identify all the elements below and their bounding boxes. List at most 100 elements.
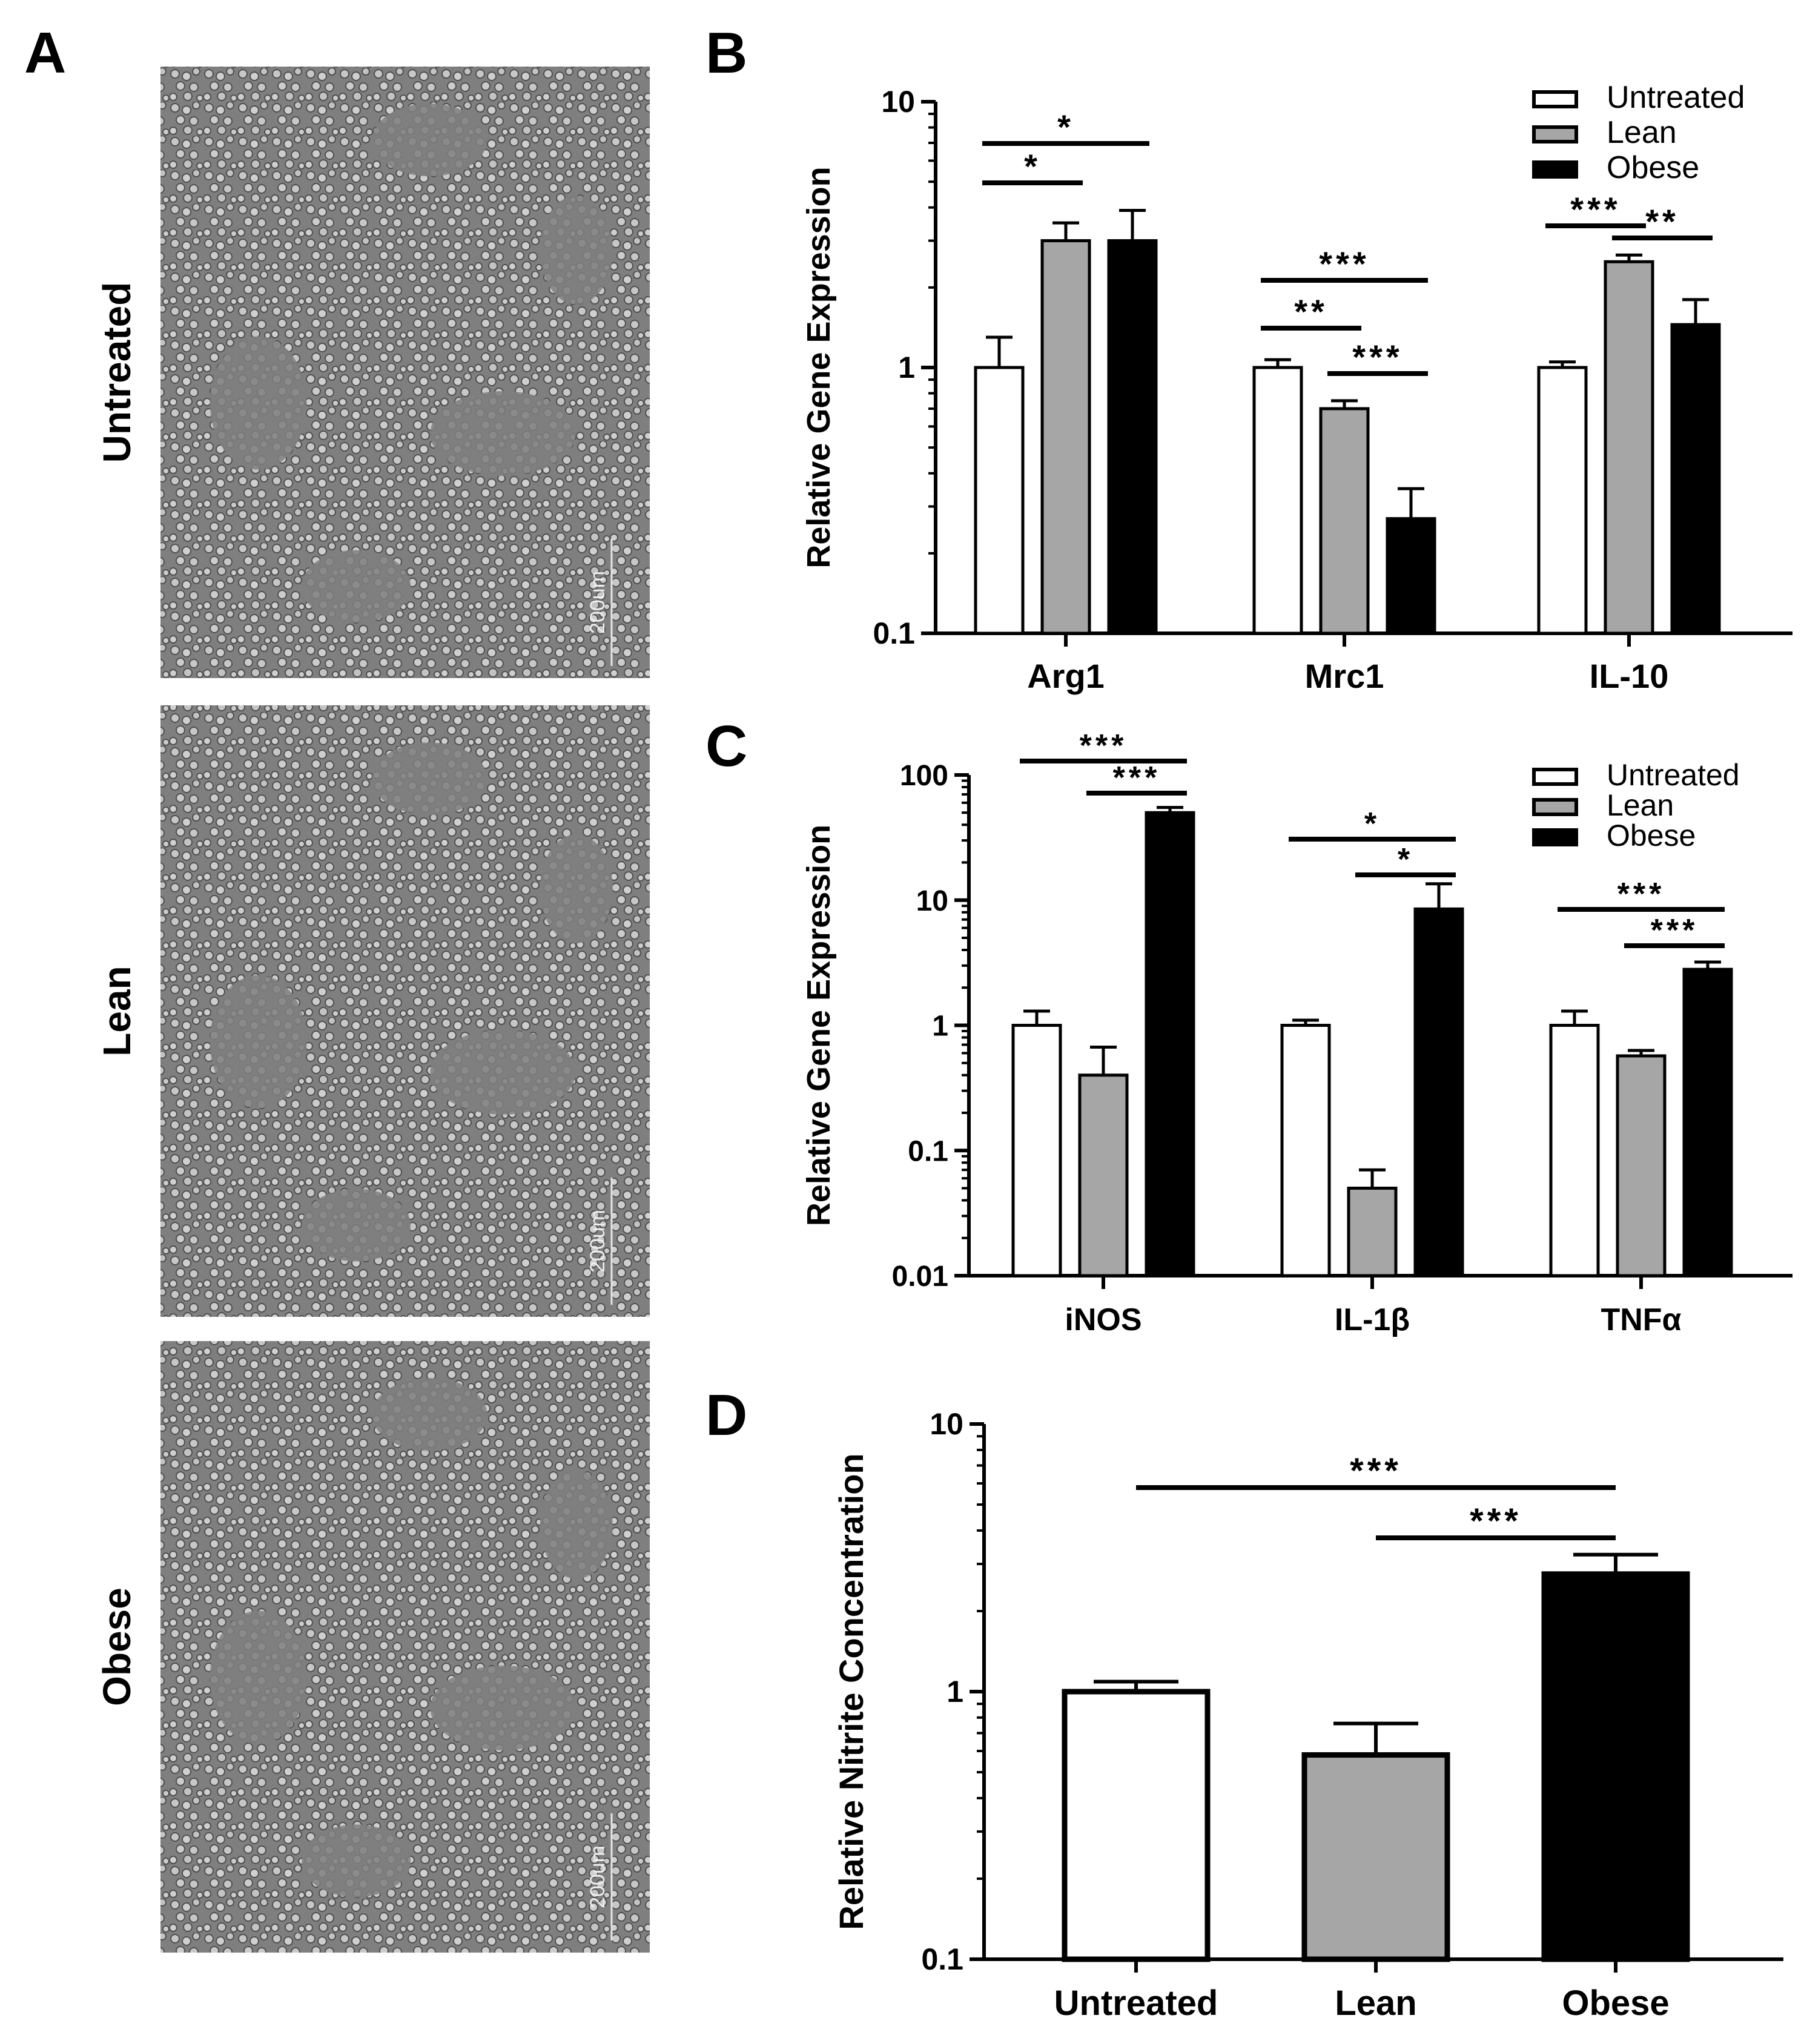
scale-bar-label: 200um: [586, 571, 609, 634]
significance-label: *: [1024, 147, 1041, 185]
significance-label: ***: [1651, 913, 1699, 948]
bar-lean: [1078, 1073, 1129, 1278]
legend-label: Untreated: [1607, 80, 1745, 115]
bar-lean: [1040, 239, 1091, 635]
significance-label: *: [1364, 806, 1380, 842]
bar-obese: [1386, 517, 1436, 635]
bar-obese: [1145, 811, 1195, 1278]
gene-expression-chart-c: 0.01 0.1 1 10 100 Relative Gene Expression iNO…: [801, 728, 1792, 1337]
micrograph-row-label: Lean: [95, 966, 139, 1056]
significance-label: **: [1645, 202, 1679, 240]
micrograph-empty-patch: [302, 550, 411, 623]
bar-untreated: [1549, 1024, 1600, 1278]
bar-lean: [1301, 1752, 1450, 1962]
bar-untreated: [1280, 1024, 1331, 1278]
micrograph-empty-patch: [540, 196, 613, 305]
legend-swatch-untreated: [1532, 768, 1578, 786]
bar-obese: [1670, 323, 1721, 635]
panel-label-b: B: [705, 21, 747, 85]
bar-untreated: [1537, 366, 1588, 635]
micrograph-empty-patch: [372, 104, 487, 177]
bar-lean: [1347, 1186, 1398, 1278]
micrograph-empty-patch: [372, 1378, 487, 1451]
scale-bar-label: 200um: [586, 1845, 609, 1908]
micrograph-panel: 200um Untreated 200um Lean 200um Obese: [95, 67, 650, 1953]
y-tick-label: 1: [898, 351, 915, 384]
significance-label: ***: [1350, 1451, 1402, 1491]
micrograph-empty-patch: [372, 742, 487, 816]
y-tick-label: 0.1: [921, 1942, 963, 1976]
micrograph-empty-patch: [430, 391, 576, 476]
y-axis-label: Relative Gene Expression: [801, 825, 837, 1226]
legend-label: Untreated: [1607, 758, 1740, 792]
x-tick-label: Untreated: [1054, 1983, 1218, 2023]
bar-untreated: [1011, 1024, 1062, 1278]
micrograph-empty-patch: [302, 1824, 411, 1897]
y-tick-label: 0.01: [892, 1261, 948, 1293]
x-tick-label: TNFα: [1601, 1302, 1681, 1337]
x-tick-label: IL-10: [1590, 657, 1669, 695]
micrograph-empty-patch: [540, 834, 613, 943]
micrograph-empty-patch: [430, 1030, 576, 1115]
panel-label-d: D: [705, 1383, 747, 1448]
significance-label: ***: [1319, 245, 1369, 283]
y-tick-label: 100: [900, 760, 948, 792]
bar-lean: [1616, 1054, 1667, 1278]
y-tick-label: 1: [947, 1675, 963, 1709]
legend-swatch-obese: [1532, 828, 1578, 846]
nitrite-chart-d: 0.1 1 10 Relative Nitrite Concentration Untr…: [832, 1407, 1783, 2023]
gene-expression-chart-b: 0.1 1 10 Relative Gene Expression Arg1 Mrc1 IL…: [801, 80, 1792, 695]
y-axis-label: Relative Gene Expression: [801, 166, 837, 568]
significance-label: ***: [1570, 190, 1621, 228]
y-tick-label: 1: [932, 1010, 948, 1043]
bar-obese: [1107, 239, 1158, 635]
significance-label: **: [1294, 292, 1328, 331]
legend-label: Obese: [1607, 150, 1699, 185]
x-tick-label: Lean: [1335, 1983, 1416, 2023]
x-tick-label: IL-1β: [1335, 1302, 1410, 1337]
micrograph-row-label: Untreated: [95, 282, 139, 463]
y-tick-label: 10: [916, 885, 948, 917]
x-tick-label: Arg1: [1027, 657, 1105, 695]
y-tick-label: 10: [881, 85, 915, 119]
legend-swatch-untreated: [1532, 90, 1578, 108]
scale-bar-label: 200um: [586, 1210, 609, 1273]
micrograph-empty-patch: [302, 1188, 411, 1262]
significance-label: ***: [1080, 728, 1128, 763]
bar-lean: [1319, 407, 1370, 635]
legend-label: Obese: [1607, 819, 1696, 852]
panel-label-a: A: [24, 21, 66, 85]
significance-label: ***: [1617, 877, 1665, 912]
significance-label: ***: [1113, 760, 1161, 796]
legend-swatch-lean: [1532, 125, 1578, 143]
bar-obese: [1413, 907, 1464, 1278]
x-tick-label: Obese: [1562, 1983, 1669, 2023]
bar-untreated: [974, 366, 1025, 635]
micrograph-1: 200um: [160, 705, 650, 1317]
significance-label: *: [1057, 108, 1074, 146]
legend-swatch-obese: [1532, 160, 1578, 179]
significance-label: *: [1398, 842, 1413, 877]
bar-obese: [1682, 968, 1733, 1278]
panel-label-c: C: [705, 714, 747, 779]
bar-untreated: [1062, 1689, 1211, 1962]
legend-label: Lean: [1607, 788, 1674, 822]
micrograph-row-label: Obese: [95, 1587, 139, 1706]
micrograph-0: 200um: [160, 67, 650, 678]
micrograph-empty-patch: [210, 975, 307, 1109]
micrograph-empty-patch: [210, 1610, 307, 1744]
significance-label: ***: [1352, 338, 1403, 376]
x-tick-label: iNOS: [1065, 1302, 1142, 1337]
y-tick-label: 0.1: [873, 616, 915, 650]
y-tick-label: 10: [930, 1407, 963, 1441]
y-tick-label: 0.1: [908, 1135, 948, 1167]
y-axis-label: Relative Nitrite Concentration: [832, 1453, 870, 1930]
micrograph-2: 200um: [160, 1341, 650, 1953]
micrograph-empty-patch: [540, 1470, 613, 1579]
micrograph-empty-patch: [430, 1666, 576, 1750]
bar-obese: [1541, 1571, 1690, 1962]
legend-swatch-lean: [1532, 798, 1578, 816]
significance-label: ***: [1470, 1502, 1522, 1541]
